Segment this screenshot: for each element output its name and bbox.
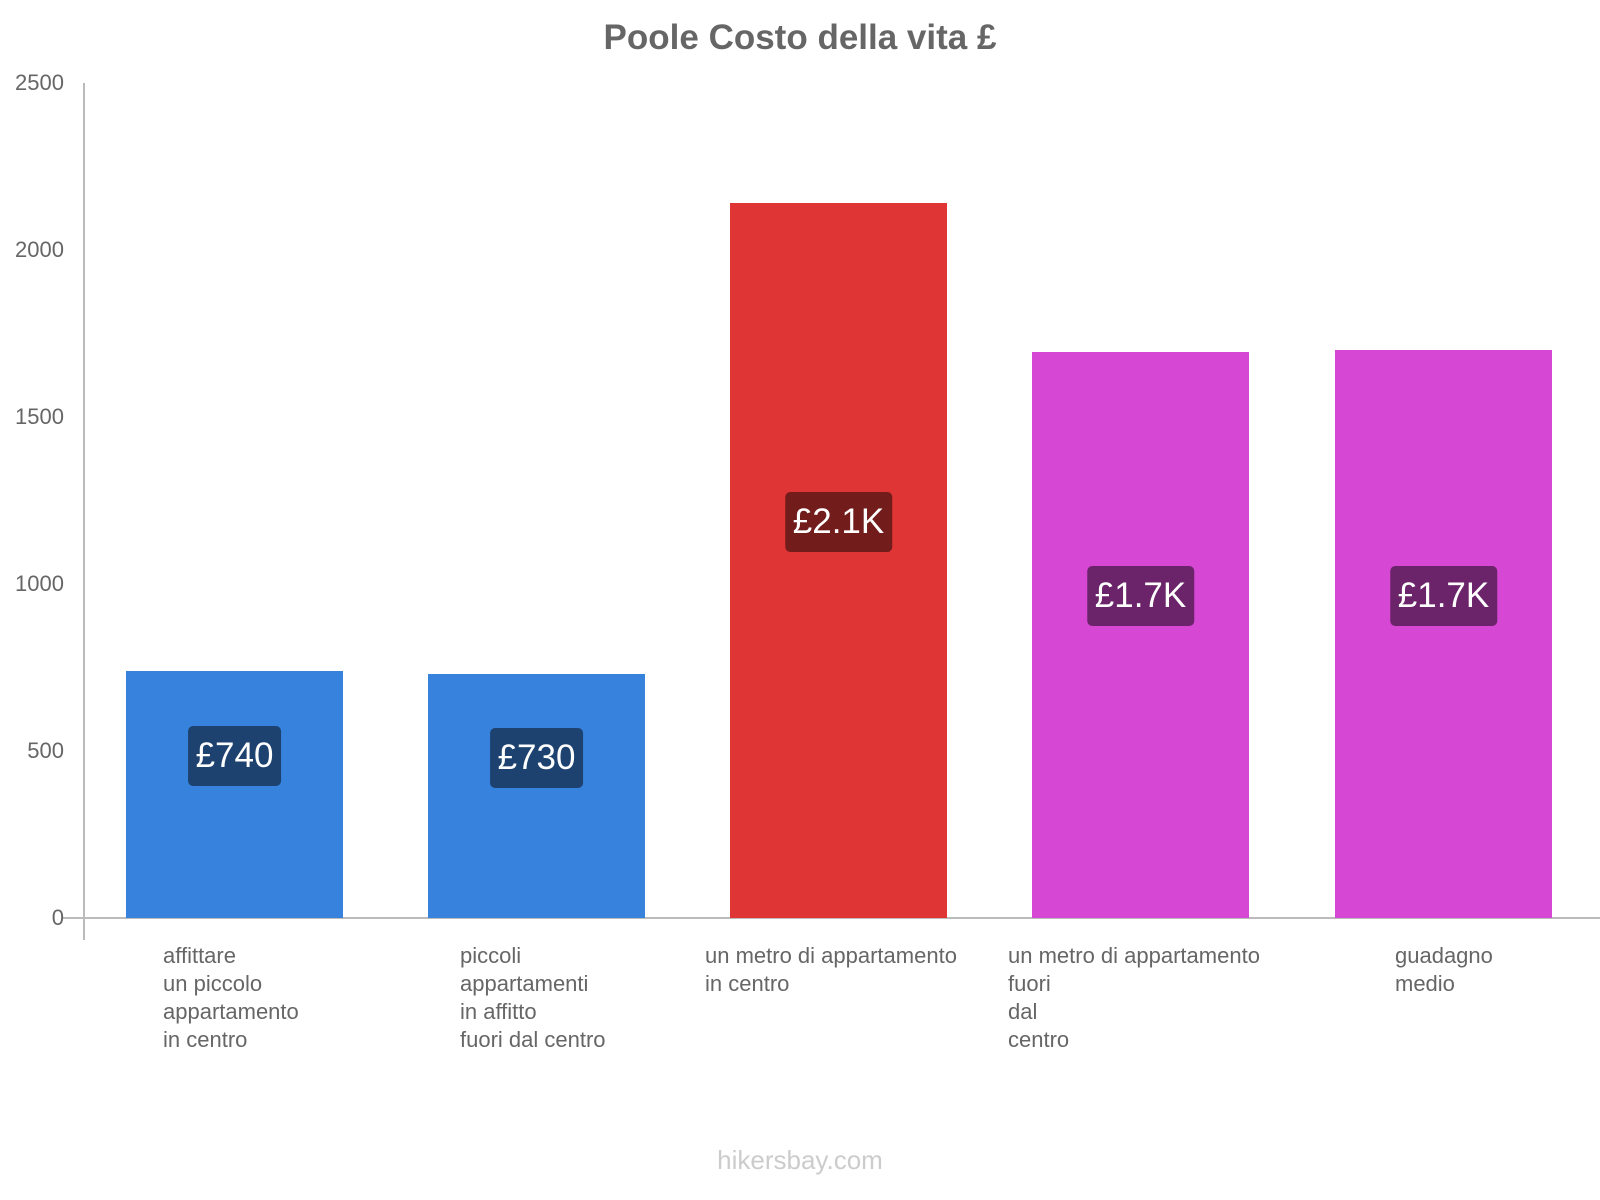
bar-value-label: £1.7K (1086, 566, 1195, 626)
bar[interactable] (1335, 350, 1552, 918)
bar[interactable] (730, 203, 947, 918)
bar[interactable] (428, 674, 645, 918)
x-category-label: piccoli appartamenti in affitto fuori da… (460, 943, 606, 1052)
bar-value-label: £730 (489, 728, 584, 788)
y-axis (83, 83, 85, 940)
bar-value-label: £740 (187, 726, 282, 786)
watermark: hikersbay.com (717, 1145, 883, 1175)
bar[interactable] (126, 670, 343, 918)
bar-value-label: £1.7K (1389, 566, 1498, 626)
x-category-label: un metro di appartamento in centro (705, 943, 957, 996)
y-tick-label: 500 (27, 738, 64, 763)
y-tick-label: 0 (51, 905, 64, 930)
x-category-label: guadagno medio (1395, 943, 1493, 996)
y-tick-mark (70, 917, 84, 919)
y-tick-label: 2000 (15, 237, 64, 262)
y-tick-label: 1500 (15, 404, 64, 429)
x-category-label: un metro di appartamento fuori dal centr… (1008, 943, 1260, 1052)
x-category-label: affittare un piccolo appartamento in cen… (163, 943, 299, 1052)
x-axis (62, 917, 1600, 919)
chart-title: Poole Costo della vita £ (603, 18, 997, 57)
y-tick-label: 1000 (15, 571, 64, 596)
y-tick-label: 2500 (15, 70, 64, 95)
bar-value-label: £2.1K (784, 492, 893, 552)
bar[interactable] (1032, 351, 1249, 918)
